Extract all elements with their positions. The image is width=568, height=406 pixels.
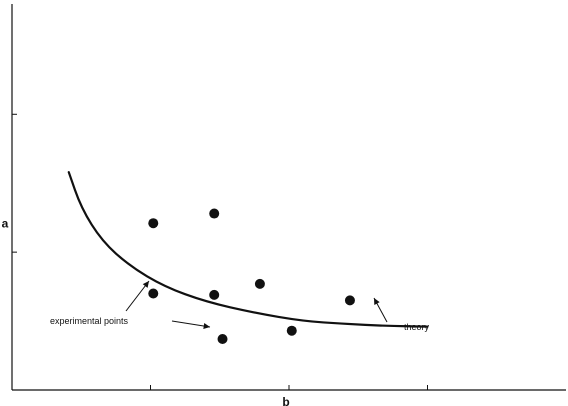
experimental-points-group <box>148 208 355 344</box>
axes <box>11 4 566 391</box>
experimental-point-4 <box>209 289 220 300</box>
experimental-point-5 <box>254 278 265 289</box>
x-axis-label: b <box>282 395 289 406</box>
y-axis-label: a <box>2 216 9 230</box>
experimental-point-6 <box>344 295 355 306</box>
theory-curve <box>67 171 429 328</box>
experimental-point-2 <box>209 208 220 219</box>
experimental-arrow-1-head <box>142 281 149 288</box>
experimental-point-8 <box>217 333 228 344</box>
theory-arrow-head <box>374 298 380 305</box>
experimental-point-1 <box>148 218 159 229</box>
experimental-arrow-2-head <box>203 323 210 330</box>
experimental-points-annotation: experimental points <box>50 316 129 326</box>
annotations <box>125 280 388 330</box>
experimental-point-3 <box>148 288 159 299</box>
experimental-point-7 <box>286 325 297 336</box>
theory-curve-group <box>67 171 429 328</box>
experimental-arrow-2-line <box>171 320 211 328</box>
theory-annotation: theory <box>404 322 430 332</box>
